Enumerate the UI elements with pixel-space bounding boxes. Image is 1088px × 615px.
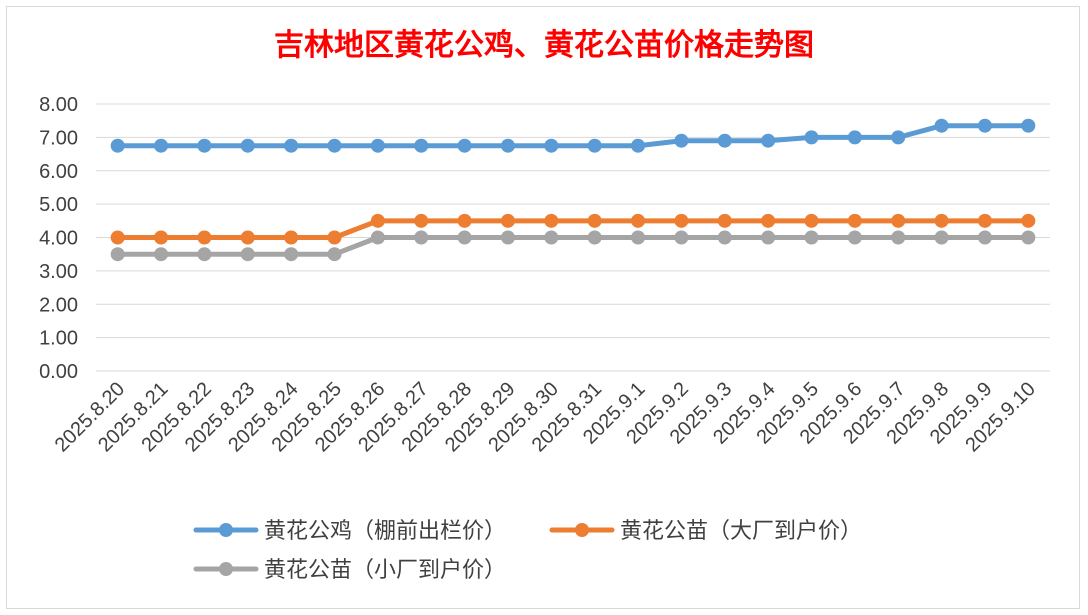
- data-point: [370, 230, 385, 245]
- data-point: [587, 213, 602, 228]
- data-point: [977, 118, 992, 133]
- data-point: [110, 138, 125, 153]
- data-point: [544, 213, 559, 228]
- data-point: [934, 118, 949, 133]
- data-point: [500, 213, 515, 228]
- data-point: [934, 213, 949, 228]
- data-point: [1021, 118, 1036, 133]
- data-point: [370, 213, 385, 228]
- data-point: [284, 230, 299, 245]
- y-tick-label: 4.00: [39, 228, 78, 250]
- data-point: [197, 247, 212, 262]
- data-point: [891, 213, 906, 228]
- data-point: [674, 133, 689, 148]
- data-point: [977, 213, 992, 228]
- data-point: [587, 138, 602, 153]
- data-point: [717, 230, 732, 245]
- data-point: [284, 138, 299, 153]
- gridlines: [96, 103, 1050, 372]
- legend-label: 黄花公苗（小厂到户价）: [264, 558, 506, 583]
- data-point: [544, 138, 559, 153]
- data-point: [631, 213, 646, 228]
- data-point: [414, 230, 429, 245]
- data-point: [847, 130, 862, 145]
- data-point: [240, 247, 255, 262]
- data-point: [804, 213, 819, 228]
- data-point: [804, 130, 819, 145]
- legend-item: 黄花公苗（大厂到户价）: [549, 519, 862, 544]
- data-point: [457, 230, 472, 245]
- legend-marker: [575, 523, 589, 537]
- y-tick-label: 1.00: [39, 328, 78, 350]
- data-point: [197, 138, 212, 153]
- legend-item: 黄花公鸡（棚前出栏价）: [193, 519, 506, 544]
- data-point: [1021, 213, 1036, 228]
- data-point: [154, 138, 169, 153]
- y-tick-label: 8.00: [39, 94, 78, 116]
- data-point: [154, 230, 169, 245]
- series-lines: [110, 118, 1036, 262]
- data-point: [891, 230, 906, 245]
- data-point: [544, 230, 559, 245]
- y-tick-label: 0.00: [39, 361, 78, 383]
- y-tick-label: 3.00: [39, 261, 78, 283]
- data-point: [370, 138, 385, 153]
- data-point: [977, 230, 992, 245]
- legend-marker: [219, 562, 233, 576]
- data-point: [717, 133, 732, 148]
- data-point: [154, 247, 169, 262]
- data-point: [110, 230, 125, 245]
- data-point: [847, 230, 862, 245]
- y-axis-ticks: 0.00 1.00 2.00 3.00 4.00 5.00 6.00 7.00 8.00: [39, 94, 78, 383]
- x-axis-ticks: 2025.8.202025.8.212025.8.222025.8.232025…: [51, 378, 1040, 456]
- data-point: [327, 138, 342, 153]
- series-line: [115, 235, 1031, 257]
- data-point: [500, 230, 515, 245]
- legend-label: 黄花公苗（大厂到户价）: [620, 519, 862, 544]
- series: [110, 213, 1036, 245]
- data-point: [240, 138, 255, 153]
- data-point: [1021, 230, 1036, 245]
- data-point: [457, 138, 472, 153]
- data-point: [327, 247, 342, 262]
- y-tick-label: 7.00: [39, 127, 78, 149]
- data-point: [761, 230, 776, 245]
- data-point: [674, 230, 689, 245]
- data-point: [631, 230, 646, 245]
- data-point: [761, 213, 776, 228]
- data-point: [500, 138, 515, 153]
- data-point: [891, 130, 906, 145]
- legend-item: 黄花公苗（小厂到户价）: [193, 558, 506, 583]
- data-point: [110, 247, 125, 262]
- series: [110, 118, 1036, 153]
- data-point: [631, 138, 646, 153]
- data-point: [717, 213, 732, 228]
- data-point: [847, 213, 862, 228]
- y-tick-label: 6.00: [39, 161, 78, 183]
- data-point: [761, 133, 776, 148]
- series-line: [115, 218, 1031, 240]
- data-point: [414, 138, 429, 153]
- y-tick-label: 2.00: [39, 294, 78, 316]
- data-point: [240, 230, 255, 245]
- data-point: [414, 213, 429, 228]
- series-line: [115, 123, 1031, 149]
- chart-title: 吉林地区黄花公鸡、黄花公苗价格走势图: [274, 28, 814, 63]
- data-point: [804, 230, 819, 245]
- data-point: [284, 247, 299, 262]
- data-point: [587, 230, 602, 245]
- chart-frame: [6, 6, 1080, 609]
- legend-label: 黄花公鸡（棚前出栏价）: [264, 519, 506, 544]
- data-point: [197, 230, 212, 245]
- data-point: [327, 230, 342, 245]
- legend: 黄花公鸡（棚前出栏价） 黄花公苗（大厂到户价） 黄花公苗（小厂到户价）: [193, 519, 862, 583]
- data-point: [934, 230, 949, 245]
- legend-marker: [219, 523, 233, 537]
- y-tick-label: 5.00: [39, 194, 78, 216]
- data-point: [457, 213, 472, 228]
- series: [110, 230, 1036, 262]
- data-point: [674, 213, 689, 228]
